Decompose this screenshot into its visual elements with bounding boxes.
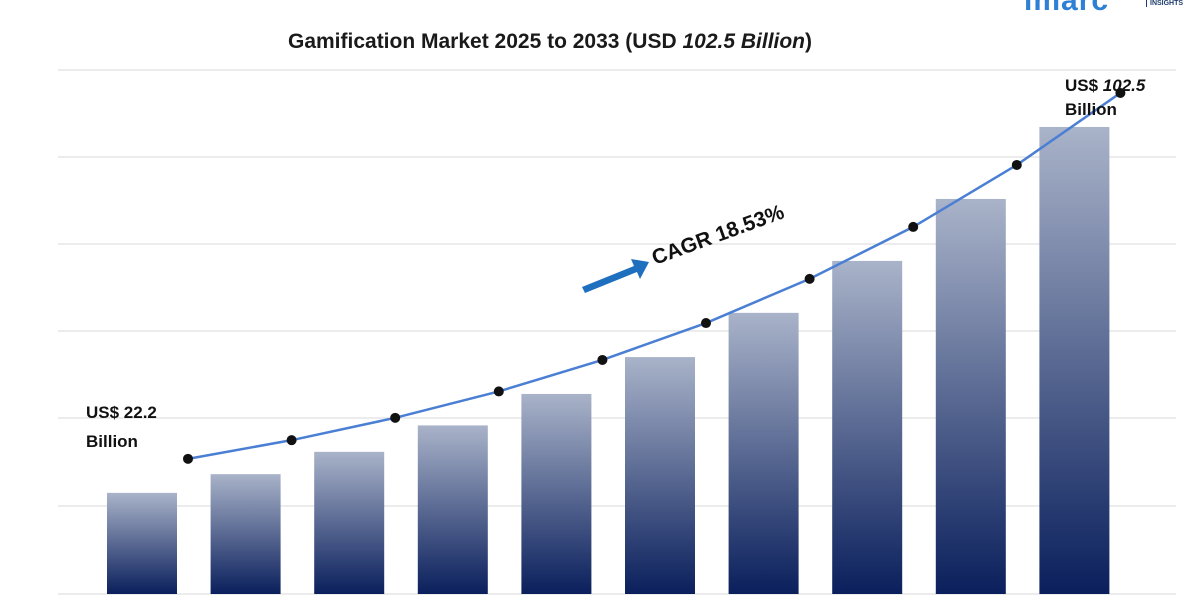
- chart-title-prefix: Gamification Market 2025 to 2033 (USD: [287, 30, 683, 53]
- trend-point: [1011, 159, 1022, 170]
- trend-point: [597, 354, 608, 365]
- trend-point: [908, 221, 919, 232]
- trend-point: [701, 318, 711, 329]
- trend-point: [1115, 87, 1126, 98]
- end-value-unit: Billion: [1065, 100, 1117, 119]
- trend-point: [493, 386, 504, 397]
- start-value-label: US$ 22.2: [86, 403, 157, 422]
- chart-title-suffix: ): [805, 30, 813, 53]
- logo-subtext: INSIGHTS: [1146, 0, 1183, 7]
- bar: [107, 492, 177, 594]
- cagr-label: CAGR 18.53%: [649, 200, 788, 269]
- trend-point: [183, 453, 193, 464]
- bar: [728, 312, 799, 594]
- trend-line: [183, 87, 1126, 464]
- start-value-unit: Billion: [86, 432, 138, 451]
- bar: [1039, 126, 1110, 595]
- bar: [521, 393, 592, 594]
- bar: [314, 451, 385, 594]
- bar: [210, 474, 281, 594]
- trend-line-path: [187, 91, 1122, 461]
- trend-point: [804, 273, 815, 284]
- bar: [832, 260, 903, 594]
- imarc-logo: imarc INSIGHTS: [1024, 0, 1200, 17]
- trend-point: [390, 412, 401, 423]
- bar: [625, 357, 695, 594]
- end-value-label: US$ 102.5: [1065, 76, 1146, 95]
- end-value-number: 102.5: [1103, 76, 1146, 95]
- logo-text: imarc: [1024, 0, 1110, 17]
- end-value-prefix: US$: [1065, 76, 1103, 95]
- bars: [107, 126, 1110, 595]
- bar: [935, 198, 1006, 594]
- trend-point: [286, 435, 297, 446]
- chart-title-highlight: 102.5 Billion: [682, 30, 806, 53]
- cagr-arrow: [582, 259, 649, 293]
- cagr-arrow-shape: [582, 259, 649, 293]
- bar: [417, 425, 488, 594]
- chart-title: Gamification Market 2025 to 2033 (USD 10…: [0, 30, 1100, 54]
